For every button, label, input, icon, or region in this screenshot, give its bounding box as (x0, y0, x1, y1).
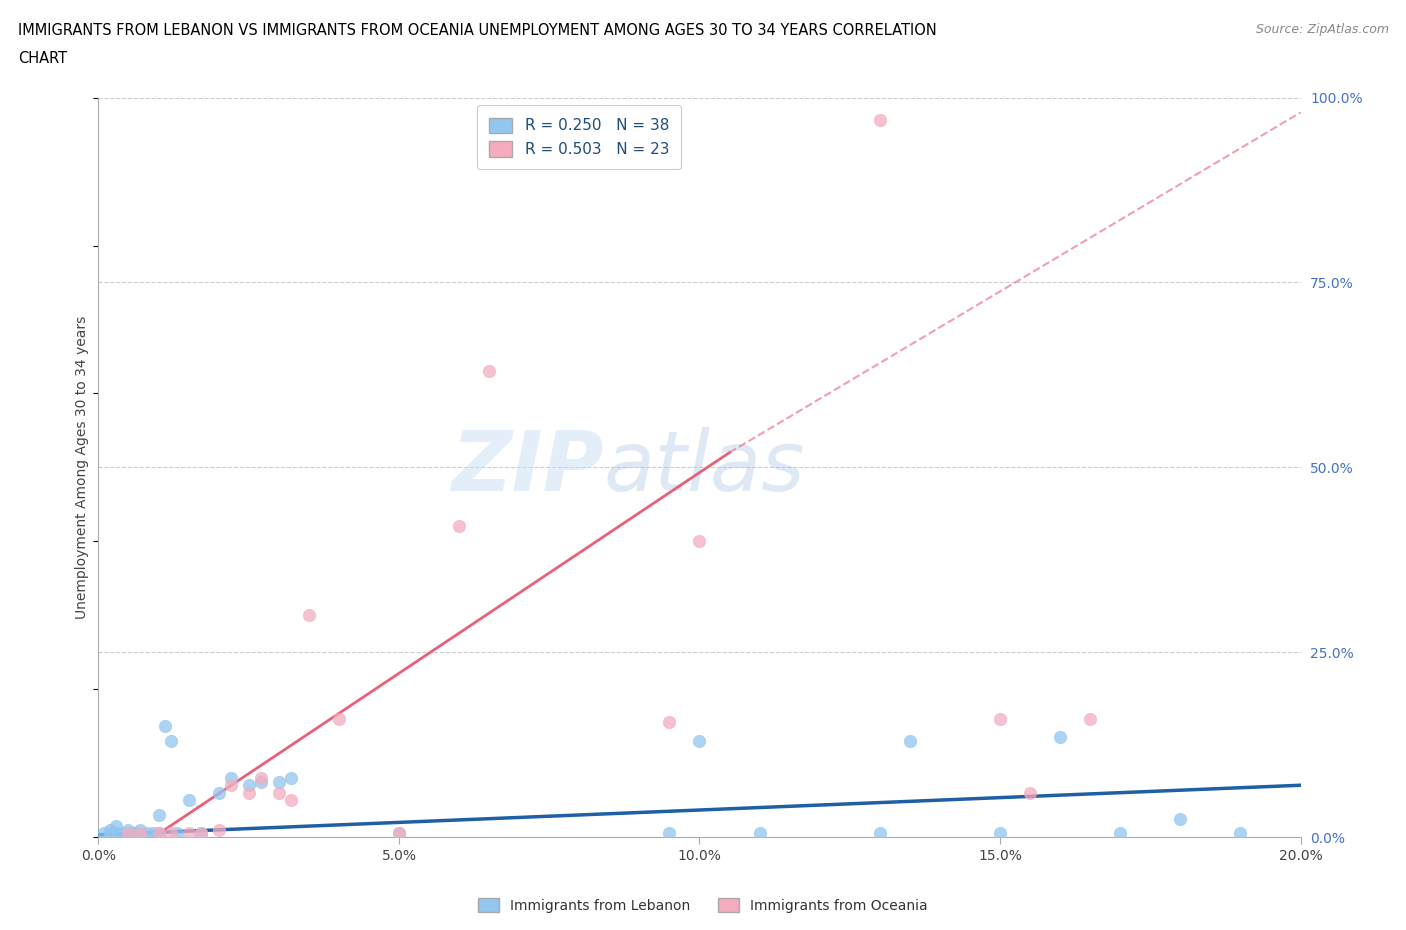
Point (148, 826, 170, 841)
Point (190, 826, 212, 841)
Point (148, 807, 170, 822)
Point (988, 826, 1011, 841)
Point (689, 734, 711, 749)
Point (100, 822, 122, 837)
Point (124, 826, 146, 841)
Point (869, 113, 891, 127)
Point (238, 785, 260, 800)
Point (898, 734, 921, 749)
Point (267, 785, 290, 800)
Point (748, 826, 770, 841)
Point (388, 826, 411, 841)
Point (159, 826, 181, 841)
Point (153, 719, 176, 734)
Point (100, 826, 122, 841)
Point (135, 826, 157, 841)
Point (280, 792, 302, 807)
Point (267, 774, 290, 789)
Point (105, 826, 128, 841)
Text: Source: ZipAtlas.com: Source: ZipAtlas.com (1256, 23, 1389, 36)
Point (148, 826, 170, 841)
Point (111, 826, 134, 841)
Point (208, 785, 231, 800)
Point (298, 608, 321, 623)
Point (124, 826, 146, 841)
Point (1019, 785, 1042, 800)
Point (388, 826, 411, 841)
Y-axis label: Unemployment Among Ages 30 to 34 years: Unemployment Among Ages 30 to 34 years (76, 315, 90, 619)
Point (1078, 711, 1101, 726)
Point (658, 715, 681, 730)
Point (328, 711, 350, 726)
Point (117, 826, 139, 841)
Point (869, 826, 891, 841)
Point (1170, 811, 1192, 826)
Point (177, 792, 200, 807)
Point (105, 818, 128, 833)
Point (238, 777, 260, 792)
Legend: Immigrants from Lebanon, Immigrants from Oceania: Immigrants from Lebanon, Immigrants from… (472, 893, 934, 919)
Point (166, 826, 188, 841)
Point (129, 826, 152, 841)
Text: ZIP: ZIP (451, 427, 603, 508)
Point (988, 711, 1011, 726)
Point (159, 734, 181, 749)
Point (177, 826, 200, 841)
Point (1229, 826, 1251, 841)
Point (129, 826, 152, 841)
Point (280, 770, 302, 785)
Point (689, 534, 711, 549)
Legend: R = 0.250   N = 38, R = 0.503   N = 23: R = 0.250 N = 38, R = 0.503 N = 23 (477, 105, 682, 169)
Point (117, 822, 139, 837)
Point (658, 826, 681, 841)
Point (249, 774, 271, 789)
Text: IMMIGRANTS FROM LEBANON VS IMMIGRANTS FROM OCEANIA UNEMPLOYMENT AMONG AGES 30 TO: IMMIGRANTS FROM LEBANON VS IMMIGRANTS FR… (18, 23, 936, 38)
Text: CHART: CHART (18, 51, 67, 66)
Point (141, 826, 163, 841)
Point (129, 822, 152, 837)
Point (249, 770, 271, 785)
Point (219, 777, 242, 792)
Point (447, 519, 470, 534)
Point (208, 822, 231, 837)
Point (117, 826, 139, 841)
Text: atlas: atlas (603, 427, 806, 508)
Point (1109, 826, 1132, 841)
Point (478, 364, 501, 379)
Point (190, 826, 212, 841)
Point (1049, 730, 1071, 745)
Point (219, 770, 242, 785)
Point (93, 826, 115, 841)
